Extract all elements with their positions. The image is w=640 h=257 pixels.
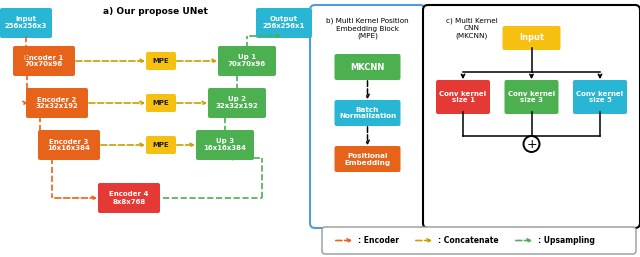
Text: Conv kernel
size 3: Conv kernel size 3 [508,90,555,104]
FancyBboxPatch shape [13,46,75,76]
Text: MPE: MPE [152,142,170,148]
Text: Encoder 1
70x70x96: Encoder 1 70x70x96 [24,54,64,68]
Text: : Upsampling: : Upsampling [538,236,595,245]
Text: b) Multi Kernel Position
Embedding Block
(MPE): b) Multi Kernel Position Embedding Block… [326,18,409,39]
Text: Input
256x256x3: Input 256x256x3 [5,16,47,30]
Text: Up 1
70x70x96: Up 1 70x70x96 [228,54,266,68]
Text: MPE: MPE [152,100,170,106]
FancyBboxPatch shape [146,52,176,70]
FancyBboxPatch shape [504,80,559,114]
Text: Encoder 2
32x32x192: Encoder 2 32x32x192 [36,96,78,109]
FancyBboxPatch shape [310,5,425,228]
FancyBboxPatch shape [502,26,561,50]
Text: MKCNN: MKCNN [350,62,385,71]
FancyBboxPatch shape [256,8,312,38]
Text: a) Our propose UNet: a) Our propose UNet [102,7,207,16]
Circle shape [524,136,540,152]
Text: Batch
Normalization: Batch Normalization [339,106,396,120]
FancyBboxPatch shape [322,227,636,254]
FancyBboxPatch shape [146,94,176,112]
Text: Up 3
16x16x384: Up 3 16x16x384 [204,139,246,151]
FancyBboxPatch shape [208,88,266,118]
Text: : Concatenate: : Concatenate [438,236,499,245]
FancyBboxPatch shape [146,136,176,154]
FancyBboxPatch shape [436,80,490,114]
FancyBboxPatch shape [335,54,401,80]
FancyBboxPatch shape [38,130,100,160]
Text: Positional
Embedding: Positional Embedding [344,152,390,166]
FancyBboxPatch shape [196,130,254,160]
Text: Up 2
32x32x192: Up 2 32x32x192 [216,96,259,109]
Text: Output
256x256x1: Output 256x256x1 [263,16,305,30]
Text: Encoder 3
16x16x384: Encoder 3 16x16x384 [47,139,90,151]
FancyBboxPatch shape [423,5,640,228]
FancyBboxPatch shape [573,80,627,114]
Text: Conv kernel
size 1: Conv kernel size 1 [440,90,486,104]
Text: Input: Input [519,33,544,42]
Text: Conv kernel
size 5: Conv kernel size 5 [577,90,623,104]
FancyBboxPatch shape [335,146,401,172]
Text: +: + [526,137,537,151]
FancyBboxPatch shape [218,46,276,76]
Text: Encoder 4
8x8x768: Encoder 4 8x8x768 [109,191,148,205]
Text: MPE: MPE [152,58,170,64]
FancyBboxPatch shape [335,100,401,126]
Text: c) Multi Kernel
CNN
(MKCNN): c) Multi Kernel CNN (MKCNN) [446,18,498,39]
FancyBboxPatch shape [26,88,88,118]
Text: : Encoder: : Encoder [358,236,399,245]
FancyBboxPatch shape [98,183,160,213]
FancyBboxPatch shape [0,8,52,38]
